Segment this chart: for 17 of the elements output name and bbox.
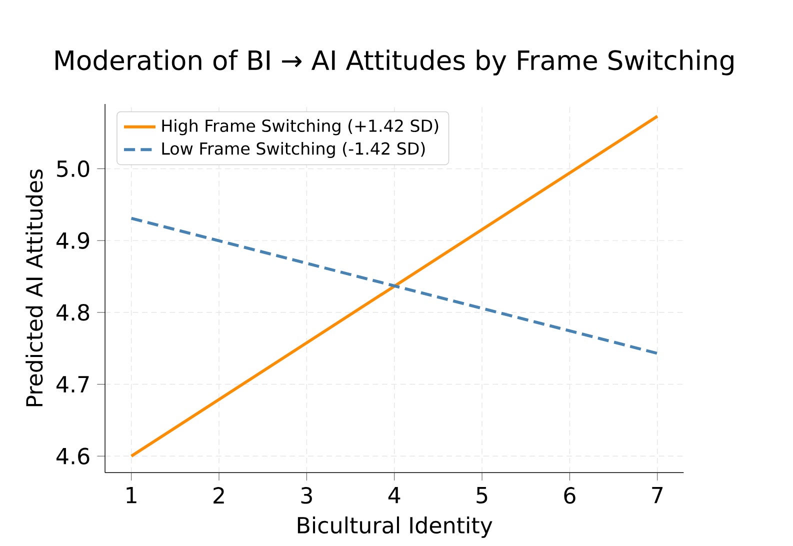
x-tick-label: 5 xyxy=(476,486,488,504)
x-tick-label: 4 xyxy=(388,486,400,504)
y-tick-label: 4.8 xyxy=(56,304,90,321)
legend-label: Low Frame Switching (-1.42 SD) xyxy=(162,142,425,158)
x-tick-label: 7 xyxy=(652,486,663,504)
x-tick-label: 2 xyxy=(214,486,224,504)
legend-label: High Frame Switching (+1.42 SD) xyxy=(162,119,438,136)
x-tick-label: 1 xyxy=(126,486,136,504)
x-axis-title: Bicultural Identity xyxy=(298,516,492,538)
y-tick-label: 4.9 xyxy=(56,232,90,249)
chart-title: Moderation of BI → AI Attitudes by Frame Switching xyxy=(56,50,734,76)
y-tick-label: 4.6 xyxy=(56,448,90,464)
y-tick-label: 5.0 xyxy=(57,160,90,178)
y-axis-title: Predicted AI Attitudes xyxy=(26,169,43,406)
x-tick-label: 3 xyxy=(301,486,312,504)
x-tick-label: 6 xyxy=(564,486,576,504)
y-tick-label: 4.7 xyxy=(56,376,89,392)
